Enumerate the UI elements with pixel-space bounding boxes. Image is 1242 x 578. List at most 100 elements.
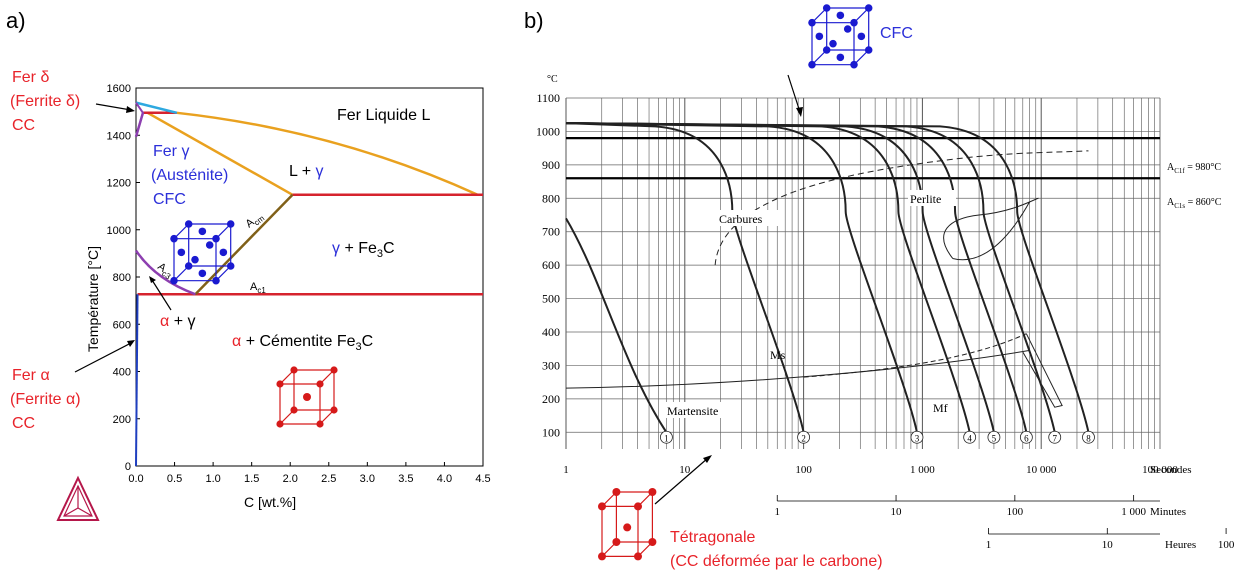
atom: [191, 255, 199, 264]
ac1s-label: AC1s = 860°C: [1167, 197, 1222, 210]
delta-boundary-line: [135, 102, 145, 137]
atom: [177, 248, 186, 257]
y-tick-label: 100: [542, 425, 560, 439]
atom: [170, 276, 178, 285]
region-liquid: Fer Liquide L: [337, 107, 430, 124]
region-liquid-gamma: L + γ: [289, 163, 324, 180]
x-tick-label: 1.5: [244, 473, 259, 485]
phase-boundary-line: [135, 101, 178, 115]
atom: [212, 276, 220, 285]
arrow-heads: [126, 106, 156, 347]
y-tick-label: 1200: [107, 178, 131, 190]
phase-boundary-line: [146, 111, 479, 196]
time-axis-tick-label: 100 000: [1142, 464, 1178, 476]
phase-diagram-ticks: 0.0 0.5 1.0 1.5 2.0 2.5 3.0 3.5 4.0 4.5 0 200 400 600…: [107, 83, 491, 485]
curve-number-circle: [1019, 430, 1033, 444]
y-tick-label: 400: [113, 367, 131, 379]
y-tick-label: 1100: [536, 91, 560, 105]
time-axis-tick-label: 10: [1102, 539, 1114, 551]
cooling-curve: [565, 217, 668, 433]
atom: [850, 18, 858, 27]
svg-text:CC: CC: [12, 415, 35, 432]
martensite-label: Martensite: [667, 404, 718, 418]
atom: [226, 220, 235, 228]
phase-diagram: 0.0 0.5 1.0 1.5 2.0 2.5 3.0 3.5 4.0 4.5 0 200 400 600…: [10, 69, 491, 521]
curve-number: 7: [1052, 433, 1057, 443]
atom: [598, 502, 606, 511]
x-tick-label: 0.5: [167, 473, 182, 485]
cct-curves: 1 2 3 4 5 6 7 8: [565, 122, 1095, 444]
mf-label: Mf: [933, 401, 948, 415]
atom: [836, 53, 845, 62]
x-tick-label: 3.5: [398, 473, 413, 485]
cooling-curve: [565, 122, 1090, 433]
atom: [212, 234, 220, 243]
curve-number: 1: [664, 433, 669, 443]
fcc-cube-icon: [170, 220, 235, 285]
time-axis-tick-label: 1 000: [1121, 506, 1146, 518]
atom: [864, 4, 873, 12]
x-tick-label: 4.5: [475, 473, 490, 485]
curve-number-circle: [987, 430, 1001, 444]
perlite-label: Perlite: [910, 192, 941, 206]
svg-text:CC: CC: [12, 117, 35, 134]
atom: [219, 248, 228, 257]
fer-delta-label: Fer δ (Ferrite δ) CC: [10, 69, 80, 134]
atom: [198, 269, 207, 278]
ms-line: [565, 349, 1030, 389]
atom: [316, 420, 324, 428]
curve-number-circle: [1048, 430, 1062, 444]
atom: [290, 366, 298, 374]
y-tick-label: 500: [542, 292, 560, 306]
time-axis-tick-label: 1: [986, 539, 992, 551]
time-axis-unit: Heures: [1165, 539, 1196, 551]
time-axis-tick-label: 1: [774, 506, 780, 518]
curve-number: 6: [1024, 433, 1029, 443]
fer-alpha-label: Fer α (Ferrite α) CC: [10, 367, 81, 432]
perlite-region: [943, 197, 1039, 261]
time-axis-unit: Minutes: [1150, 506, 1186, 518]
tetragonal-cell-icon: [598, 488, 657, 561]
cooling-curve: [565, 122, 1028, 433]
carbures-label: Carbures: [719, 212, 763, 226]
y-tick-label: 800: [113, 272, 131, 284]
carbide-envelope: [714, 150, 1089, 266]
x-tick-label: 4.0: [437, 473, 452, 485]
tetragonal-arrow: [654, 457, 709, 505]
time-axis-tick-label: 10: [679, 464, 691, 476]
y-tick-label: 800: [542, 191, 560, 205]
x-tick-label: 0.0: [128, 473, 143, 485]
phase-boundary-line: [194, 193, 294, 296]
time-axis-tick-label: 1 000: [910, 464, 935, 476]
cooling-curve: [565, 122, 995, 433]
ac1f-label: AC1f = 980°C: [1167, 162, 1221, 175]
region-gamma-fe3c: γ + Fe3C: [332, 240, 395, 260]
phase-diagram-curves: [134, 101, 483, 467]
atom: [634, 552, 642, 561]
ac1-label: Ac1: [250, 281, 266, 295]
curve-number: 4: [967, 433, 972, 443]
atom: [226, 262, 235, 270]
y-tick-label: 1000: [536, 124, 560, 138]
atom: [598, 552, 606, 561]
atom: [170, 234, 178, 243]
atom: [612, 538, 621, 546]
atom: [276, 420, 284, 428]
time-axis-tick-label: 10 000: [1026, 464, 1057, 476]
svg-text:Fer α: Fer α: [12, 367, 50, 384]
y-tick-label: 900: [542, 158, 560, 172]
atom: [276, 380, 284, 388]
y-tick-label: 400: [542, 325, 560, 339]
time-axis-tick-label: 1: [563, 464, 569, 476]
annotation-arrows: [74, 103, 172, 373]
svg-text:Fer γ: Fer γ: [153, 143, 189, 160]
atom: [648, 488, 657, 496]
curve-number-circle: [1082, 430, 1095, 444]
svg-text:Fer δ: Fer δ: [12, 69, 49, 86]
atom: [303, 393, 311, 401]
fcc-cube-icon-b: [808, 4, 873, 69]
martensite-bg: [664, 402, 734, 418]
atom: [822, 46, 831, 54]
cct-y-unit: °C: [547, 74, 558, 85]
